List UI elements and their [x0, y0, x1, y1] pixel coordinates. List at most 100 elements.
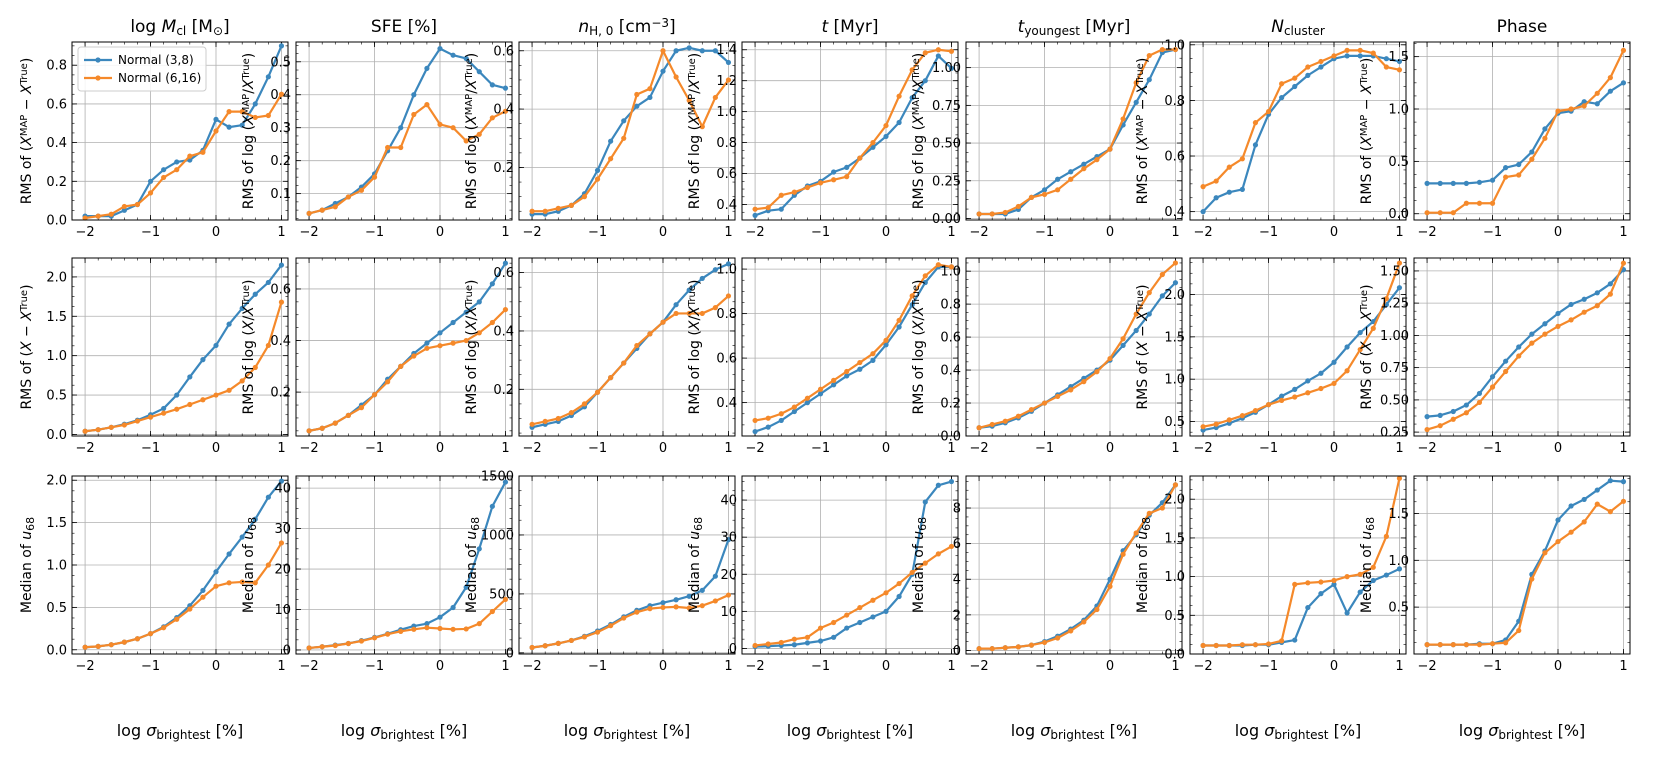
x-tick-label: 1 [724, 441, 732, 456]
y-tick-label: 1.00 [1380, 329, 1409, 344]
data-point [647, 86, 653, 92]
data-point [804, 395, 811, 401]
y-tick-label: 0.0 [46, 643, 67, 658]
data-point [1081, 619, 1087, 625]
data-point [1344, 53, 1350, 59]
y-tick-label: 0.4 [493, 103, 514, 118]
series-line-2 [1203, 478, 1401, 647]
data-point [265, 112, 271, 119]
data-point [1055, 393, 1061, 400]
data-point [1133, 530, 1139, 536]
data-point [922, 279, 928, 286]
data-point [1383, 296, 1389, 302]
data-point [502, 85, 509, 91]
data-point [226, 124, 232, 130]
series-line-1 [308, 47, 506, 215]
data-point [1594, 501, 1600, 507]
data-point [1568, 503, 1574, 509]
data-point [1489, 384, 1496, 390]
y-tick-label: 0 [953, 644, 961, 659]
y-tick-label: 0.8 [46, 59, 67, 74]
x-tick-label: 1 [501, 659, 509, 674]
y-tick-label: 1.5 [1388, 50, 1409, 65]
data-point [174, 406, 180, 412]
data-point [752, 206, 758, 212]
y-tick-label: 0.8 [716, 136, 737, 151]
data-point [568, 410, 574, 416]
axes-frame [1413, 475, 1631, 655]
data-point [252, 580, 258, 586]
data-point [1450, 210, 1456, 216]
y-tick-label: 10 [274, 603, 291, 618]
axes-frame [965, 257, 1183, 437]
panel-row2-col3: −2 −1 0 1 0.2 0.4 0.6 RMS of log (X/XTrue) [464, 257, 736, 456]
data-point [1383, 533, 1389, 539]
data-point [1516, 161, 1522, 168]
data-point [1239, 642, 1245, 648]
data-point [883, 337, 889, 343]
data-point [752, 428, 758, 435]
x-tick-label: −1 [141, 659, 160, 674]
data-point [1041, 400, 1048, 406]
x-tick-label: −2 [970, 225, 989, 240]
y-tick-label: 1000 [481, 528, 514, 543]
x-tick-label: −2 [523, 659, 542, 674]
data-point [1305, 378, 1311, 384]
data-point [1463, 410, 1469, 416]
data-point [634, 91, 640, 98]
data-point [621, 360, 627, 366]
y-tick-label: 500 [489, 587, 514, 602]
y-tick-label: 1.0 [1164, 570, 1185, 585]
data-point [200, 587, 206, 594]
axes-frame [741, 257, 959, 437]
axes-frame [1189, 257, 1407, 437]
x-tick-label: 1 [1395, 225, 1403, 240]
data-point [1503, 368, 1509, 375]
data-point [1463, 642, 1469, 648]
y-axis-label: RMS of (X − XTrue) [1359, 284, 1375, 409]
x-tick-label: −1 [1483, 441, 1502, 456]
y-tick-label: 0.2 [493, 383, 514, 398]
data-point [121, 207, 127, 213]
data-point [502, 596, 509, 602]
y-tick-label: 0.75 [932, 99, 961, 114]
data-point [699, 124, 705, 130]
y-tick-label: 0.6 [493, 266, 514, 281]
y-axis-label: RMS of (XMAP − XTrue) [1135, 58, 1151, 205]
data-point [332, 204, 338, 210]
legend-swatch-marker [95, 75, 101, 81]
x-tick-label: 0 [436, 659, 444, 674]
data-point [1292, 75, 1298, 81]
data-point [1516, 627, 1522, 634]
data-point [1292, 394, 1298, 400]
data-point [634, 103, 640, 109]
y-tick-label: 1.0 [46, 349, 67, 364]
data-point [213, 342, 219, 349]
data-point [1120, 342, 1126, 348]
data-point [226, 321, 232, 327]
data-point [1068, 387, 1074, 393]
x-tick-label: −2 [300, 441, 319, 456]
data-point [1213, 421, 1219, 427]
data-point [463, 309, 469, 315]
data-point [108, 211, 114, 217]
y-tick-label: 6 [953, 537, 961, 552]
data-point [673, 48, 679, 54]
x-tick-label: −1 [1035, 441, 1054, 456]
data-point [673, 604, 679, 610]
data-point [265, 74, 271, 80]
x-tick-label: 0 [1554, 441, 1562, 456]
data-point [1424, 414, 1430, 420]
data-point [1357, 571, 1363, 577]
x-tick-label: −1 [1483, 225, 1502, 240]
series-line-1 [978, 281, 1177, 429]
y-axis-label: RMS of log (X/XTrue) [687, 280, 703, 415]
data-point [1503, 165, 1509, 171]
data-point [1607, 509, 1613, 515]
data-point [1581, 496, 1587, 503]
x-tick-label: 1 [947, 659, 955, 674]
data-point [542, 208, 548, 214]
y-tick-label: 2.0 [46, 474, 67, 489]
